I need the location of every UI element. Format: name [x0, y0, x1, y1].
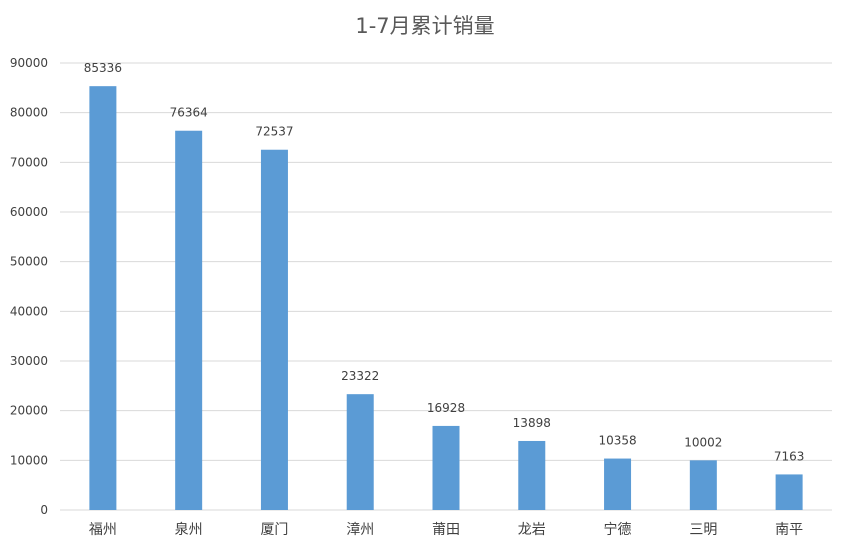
- data-label: 13898: [513, 416, 551, 430]
- x-tick-label: 宁德: [604, 521, 632, 538]
- y-tick-label: 0: [40, 503, 48, 517]
- y-tick-label: 60000: [10, 205, 48, 219]
- data-label: 16928: [427, 401, 465, 415]
- x-tick-label: 泉州: [175, 521, 203, 538]
- y-tick-label: 50000: [10, 255, 48, 269]
- y-tick-label: 10000: [10, 453, 48, 467]
- x-axis-ticks: 福州 泉州 厦门 漳州 莆田 龙岩 宁德 三明 南平: [89, 521, 803, 538]
- x-tick-label: 龙岩: [518, 522, 546, 538]
- x-tick-label: 三明: [689, 522, 717, 538]
- bar: [175, 130, 203, 510]
- bar: [260, 149, 288, 510]
- y-tick-label: 70000: [10, 155, 48, 169]
- bar: [775, 474, 803, 510]
- y-tick-label: 40000: [10, 304, 48, 318]
- bar: [689, 460, 717, 510]
- x-tick-label: 厦门: [260, 522, 288, 538]
- bar: [604, 458, 632, 510]
- bar: [346, 394, 374, 510]
- data-label: 76364: [170, 106, 208, 120]
- x-tick-label: 漳州: [346, 521, 374, 538]
- bars: [89, 86, 803, 510]
- x-tick-label: 莆田: [432, 522, 460, 538]
- y-tick-label: 30000: [10, 354, 48, 368]
- data-label: 10002: [684, 435, 722, 449]
- y-axis-ticks: 0 10000 20000 30000 40000 50000 60000 70000 8000…: [10, 56, 48, 517]
- x-tick-label: 南平: [775, 522, 803, 538]
- y-tick-label: 90000: [10, 56, 48, 70]
- bar: [432, 425, 460, 510]
- chart-title: 1-7月累计销量: [355, 14, 495, 38]
- x-tick-label: 福州: [89, 522, 117, 538]
- data-label: 85336: [84, 61, 122, 75]
- y-tick-label: 80000: [10, 106, 48, 120]
- bar: [518, 440, 546, 510]
- data-labels: 85336 76364 72537 23322 16928 13898 10358 10002…: [84, 61, 805, 463]
- data-label: 10358: [598, 434, 636, 448]
- data-label: 23322: [341, 369, 379, 383]
- data-label: 72537: [255, 125, 293, 139]
- y-tick-label: 20000: [10, 404, 48, 418]
- data-label: 7163: [774, 449, 805, 463]
- bar: [89, 86, 117, 510]
